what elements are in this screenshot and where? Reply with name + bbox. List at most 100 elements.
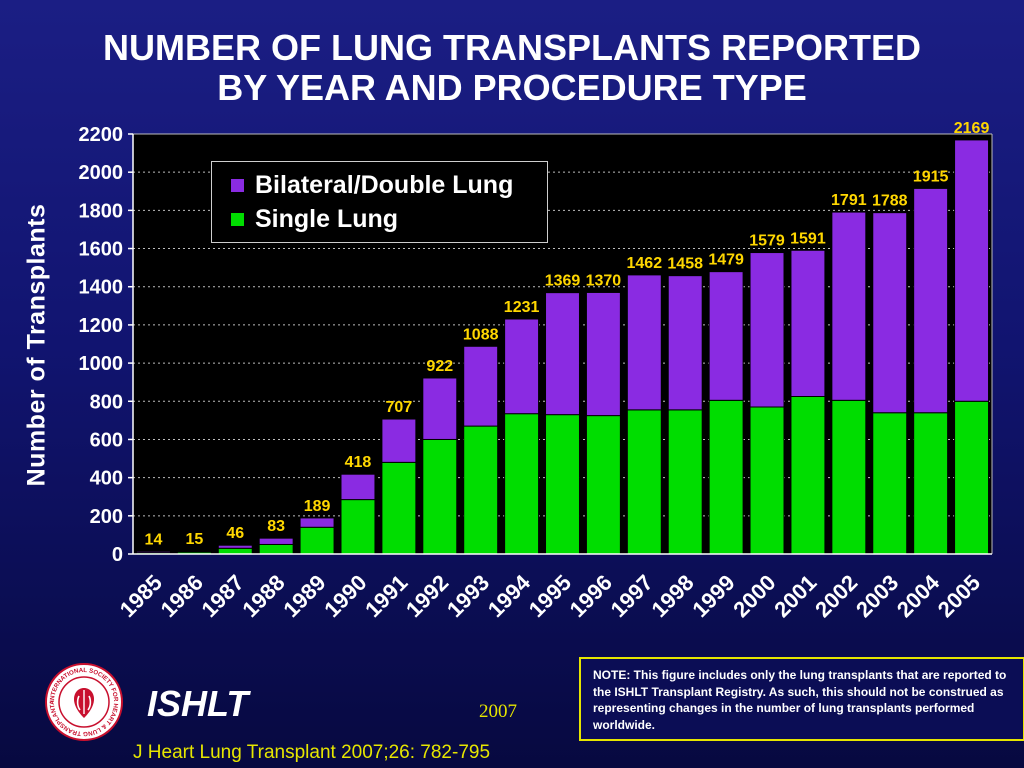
- y-tick-label: 1200: [79, 315, 124, 337]
- x-tick-label: 1999: [687, 570, 739, 622]
- bar-bilateral: [913, 187, 949, 414]
- bar-bilateral: [545, 292, 580, 416]
- bar-single-lung: [299, 526, 335, 555]
- bar-single-lung: [422, 438, 458, 555]
- bar-bilateral: [258, 537, 294, 545]
- bar-bilateral: [299, 517, 335, 528]
- registry-note: NOTE: This figure includes only the lung…: [579, 657, 1024, 741]
- bar-bilateral: [626, 274, 662, 411]
- bar-bilateral: [749, 252, 785, 408]
- bar-single-lung: [381, 461, 417, 555]
- data-label-total: 1791: [831, 192, 867, 209]
- data-label-total: 2169: [954, 120, 990, 137]
- x-tick-label: 1998: [646, 570, 698, 622]
- data-labels: 14 15 46 83 189 418 707 922 1088 1231 1369 1370 1462…: [145, 120, 990, 548]
- bar-bilateral: [872, 212, 908, 414]
- legend-item-single: Single Lung: [230, 202, 398, 236]
- ishlt-wordmark: ISHLT: [147, 683, 249, 724]
- x-tick-label: 1993: [442, 570, 494, 622]
- x-tick-label: 2005: [933, 570, 985, 622]
- legend-label-single: Single Lung: [255, 204, 399, 233]
- x-tick-label: 1987: [197, 570, 249, 622]
- data-label-total: 15: [185, 531, 203, 548]
- x-tick-label: 2000: [728, 570, 780, 622]
- bar-bilateral: [504, 318, 540, 415]
- data-label-total: 1915: [913, 168, 949, 185]
- x-tick-label: 1997: [606, 570, 658, 622]
- x-tick-label: 1991: [360, 570, 412, 622]
- data-label-total: 83: [267, 518, 285, 535]
- bar-single-lung: [831, 399, 867, 555]
- x-tick-label: 2002: [810, 570, 862, 622]
- publication-year: 2007: [479, 701, 517, 722]
- bar-single-lung: [258, 543, 294, 555]
- x-tick-label: 1989: [278, 570, 330, 622]
- x-tick-label: 2004: [892, 569, 945, 622]
- x-tick-label: 1990: [319, 570, 371, 622]
- x-tick-label: 1996: [565, 570, 617, 622]
- data-label-total: 1479: [708, 252, 744, 269]
- bar-single-lung: [790, 396, 826, 555]
- bar-bilateral: [585, 291, 621, 417]
- y-tick-label: 1600: [79, 239, 124, 261]
- bar-single-lung: [667, 409, 703, 555]
- y-tick-label: 1400: [79, 277, 124, 299]
- y-tick-label: 600: [90, 429, 123, 451]
- bar-single-lung: [954, 400, 990, 555]
- bar-bilateral: [340, 473, 376, 501]
- y-tick-label: 400: [90, 468, 123, 490]
- data-label-total: 1462: [627, 255, 663, 272]
- bar-single-lung: [504, 413, 540, 555]
- y-tick-label: 2200: [79, 124, 124, 146]
- bar-bilateral: [954, 139, 990, 402]
- bar-single-lung: [626, 409, 662, 555]
- data-label-total: 1231: [504, 299, 540, 316]
- bar-single-lung: [585, 415, 621, 555]
- bar-bilateral: [217, 544, 253, 549]
- bar-single-lung: [749, 406, 785, 555]
- data-label-total: 46: [226, 525, 244, 542]
- y-tick-label: 2000: [79, 162, 124, 184]
- data-label-total: 14: [145, 531, 163, 548]
- x-tick-label: 1995: [524, 570, 576, 622]
- chart-title-line-2: BY YEAR AND PROCEDURE TYPE: [217, 67, 807, 108]
- data-label-total: 707: [386, 399, 413, 416]
- y-tick-label: 800: [90, 391, 123, 413]
- bar-bilateral: [708, 271, 744, 401]
- data-label-total: 922: [426, 358, 453, 375]
- x-tick-label: 2001: [769, 570, 821, 622]
- legend-swatch-bilateral: [230, 177, 245, 193]
- data-label-total: 1788: [872, 193, 908, 210]
- legend-swatch-single: [230, 211, 245, 227]
- bar-single-lung: [545, 414, 580, 555]
- bar-single-lung: [340, 499, 376, 555]
- legend-label-bilateral: Bilateral/Double Lung: [255, 170, 514, 199]
- citation: J Heart Lung Transplant 2007;26: 782-795: [133, 742, 491, 763]
- bar-bilateral: [831, 211, 867, 401]
- bar-bilateral: [790, 249, 826, 397]
- y-tick-label: 1000: [79, 353, 124, 375]
- bar-bilateral: [422, 377, 458, 440]
- bar-bilateral: [135, 550, 171, 554]
- y-tick-label: 1800: [79, 200, 124, 222]
- data-label-total: 418: [345, 454, 372, 471]
- stacked-bar-chart: 0 200 400 600 800 1000 1200 1400 1600 1800 2000 220…: [79, 119, 993, 622]
- x-tick-label: 1986: [156, 570, 208, 622]
- chart-title-line-1: NUMBER OF LUNG TRANSPLANTS REPORTED: [103, 27, 921, 68]
- bar-single-lung: [217, 547, 253, 555]
- legend: Bilateral/Double Lung Single Lung: [211, 161, 548, 243]
- bar-single-lung: [708, 399, 744, 555]
- x-tick-label: 1985: [115, 570, 167, 622]
- bar-single-lung: [463, 425, 499, 555]
- x-axis-ticks: 1985198619871988198919901991199219931994…: [115, 569, 985, 622]
- bar-bilateral: [463, 345, 499, 427]
- y-tick-label: 200: [90, 506, 123, 528]
- data-label-total: 1458: [667, 256, 703, 273]
- data-label-total: 1579: [749, 233, 785, 250]
- bar-single-lung: [913, 412, 949, 555]
- x-tick-label: 1992: [401, 570, 453, 622]
- chart-title: NUMBER OF LUNG TRANSPLANTS REPORTED BY Y…: [0, 28, 1024, 108]
- legend-item-bilateral: Bilateral/Double Lung: [230, 168, 513, 202]
- data-label-total: 1088: [463, 326, 499, 343]
- data-label-total: 1369: [545, 273, 581, 290]
